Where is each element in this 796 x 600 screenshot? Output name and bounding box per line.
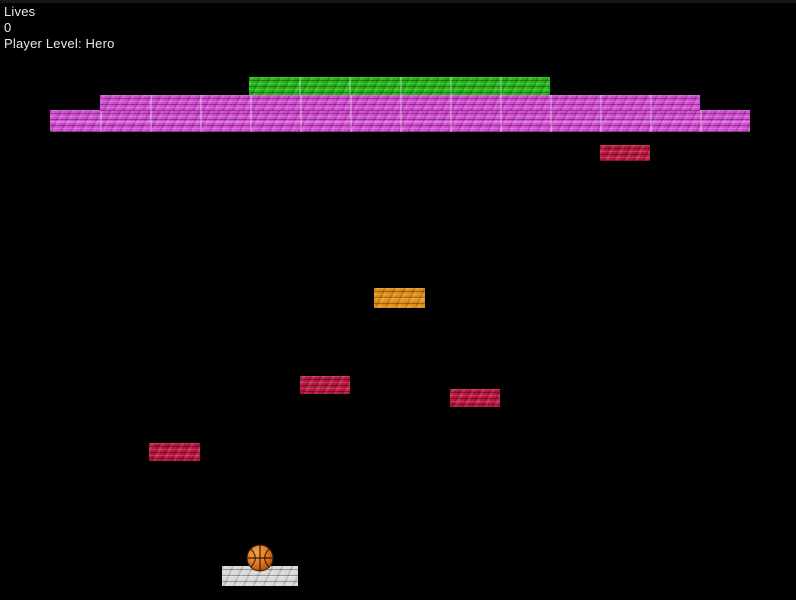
platform-texture — [300, 376, 350, 394]
platform-crimson-high-right — [600, 145, 650, 161]
platform-crimson-mid-right — [450, 389, 500, 407]
platform-row-seam — [50, 121, 750, 122]
platform-magenta-row-lower — [50, 110, 750, 132]
platform-texture — [249, 77, 550, 95]
platform-row-seam — [374, 298, 425, 299]
platform-tile-seams — [249, 77, 550, 95]
platform-texture — [374, 288, 425, 308]
player-level-label: Player Level: Hero — [4, 36, 115, 51]
platform-tile-seams — [50, 110, 750, 132]
platform-tile-seams — [100, 95, 700, 111]
platform-texture — [600, 145, 650, 161]
window-top-strip — [0, 0, 796, 3]
lives-label: Lives — [4, 4, 36, 19]
basketball-icon — [246, 544, 274, 572]
platform-magenta-row-upper — [100, 95, 700, 111]
player-basketball[interactable] — [246, 544, 274, 572]
platform-texture — [149, 443, 200, 461]
platform-texture — [450, 389, 500, 407]
platform-texture — [100, 95, 700, 111]
lives-value: 0 — [4, 20, 12, 35]
platform-crimson-low-left — [149, 443, 200, 461]
hud-overlay: Lives 0 Player Level: Hero — [4, 4, 115, 52]
platform-row-seam — [222, 576, 298, 577]
platform-crimson-mid-left — [300, 376, 350, 394]
platform-green-row — [249, 77, 550, 95]
platform-texture — [50, 110, 750, 132]
platform-orange-mid — [374, 288, 425, 308]
